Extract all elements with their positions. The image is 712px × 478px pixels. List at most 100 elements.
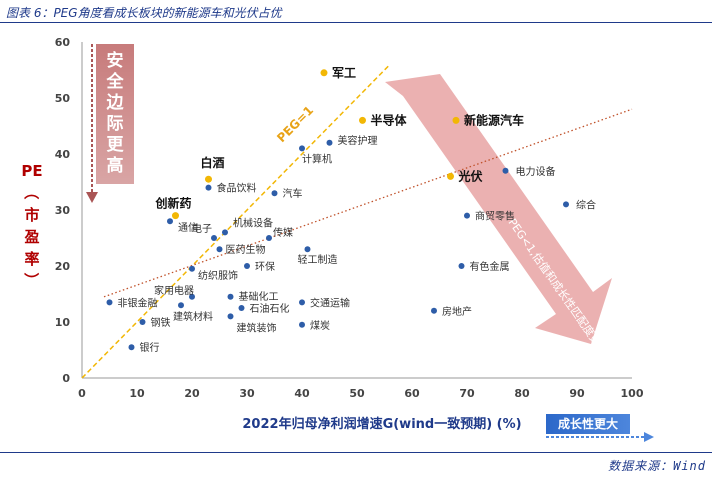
y-tick-label: 10 bbox=[55, 316, 71, 329]
data-point bbox=[299, 145, 305, 152]
data-point bbox=[299, 321, 305, 328]
source-note: 数据来源：Wind bbox=[608, 459, 706, 473]
point-label: 房地产 bbox=[442, 305, 472, 318]
data-point bbox=[211, 235, 217, 241]
x-tick-label: 40 bbox=[294, 387, 310, 400]
highlight-label: 白酒 bbox=[201, 155, 225, 170]
trend-line bbox=[103, 108, 633, 298]
left-note-char: 安 bbox=[107, 50, 124, 71]
scatter-chart: PEG<1,估值和成长性匹配度更高 安全边际更高 0 10 20 30 40 50 60 70… bbox=[21, 36, 654, 442]
highlight-label: 半导体 bbox=[371, 112, 408, 127]
x-tick-label: 100 bbox=[621, 387, 644, 400]
point-label: 煤炭 bbox=[310, 319, 330, 332]
point-label: 轻工制造 bbox=[298, 253, 338, 266]
point-label: 基础化工 bbox=[239, 290, 279, 303]
data-point bbox=[189, 265, 195, 272]
axes: 0 10 20 30 40 50 60 70 80 90 100 0 10 20 30 40 50 60 bbox=[55, 36, 644, 400]
point-label: 交通运输 bbox=[310, 296, 350, 309]
data-point bbox=[238, 305, 245, 311]
growth-note-text: 成长性更大 bbox=[558, 416, 618, 431]
x-tick-label: 70 bbox=[459, 387, 475, 400]
data-point bbox=[563, 201, 569, 208]
point-label: 综合 bbox=[576, 198, 596, 211]
point-label: 医药生物 bbox=[226, 243, 266, 256]
y-tick-label: 20 bbox=[55, 260, 71, 273]
peg1-label: PEG=1 bbox=[274, 103, 316, 145]
left-note-char: 际 bbox=[107, 114, 124, 134]
top-rule bbox=[0, 22, 712, 23]
x-tick-label: 0 bbox=[78, 387, 86, 400]
point-label: 电力设备 bbox=[516, 165, 556, 178]
y-tick-label: 50 bbox=[55, 92, 71, 105]
left-note-char: 边 bbox=[106, 93, 125, 113]
data-point bbox=[299, 299, 305, 306]
data-point bbox=[205, 184, 212, 191]
point-label: 钢铁 bbox=[151, 316, 171, 329]
point-label: 家用电器 bbox=[154, 284, 194, 297]
bottom-rule bbox=[0, 452, 712, 453]
x-axis-title: 2022年归母净利润增速G(wind一致预期) (%) bbox=[242, 416, 521, 432]
x-tick-label: 60 bbox=[404, 387, 420, 400]
point-label: 汽车 bbox=[283, 187, 303, 200]
highlight-label: 军工 bbox=[332, 65, 356, 80]
x-tick-label: 10 bbox=[129, 387, 145, 400]
data-point bbox=[266, 235, 272, 241]
y-axis-title-char: 市 bbox=[24, 206, 39, 224]
y-tick-label: 60 bbox=[55, 36, 71, 49]
point-label: 机械设备 bbox=[233, 216, 273, 229]
peg1-line bbox=[81, 63, 391, 379]
point-label: 商贸零售 bbox=[475, 210, 515, 223]
diagonal-arrow-label: PEG<1,估值和成长性匹配度更高 bbox=[506, 216, 611, 357]
y-axis-title: PE （ 市盈率 ） bbox=[21, 162, 42, 288]
highlight-label: 创新药 bbox=[155, 196, 192, 211]
x-tick-label: 20 bbox=[184, 387, 200, 400]
data-point bbox=[326, 139, 333, 146]
y-tick-label: 0 bbox=[62, 372, 70, 385]
highlight-point bbox=[205, 175, 212, 183]
data-point bbox=[271, 190, 278, 197]
y-tick-label: 30 bbox=[55, 204, 71, 217]
point-label: 计算机 bbox=[302, 152, 332, 165]
left-note-char: 全 bbox=[106, 71, 125, 92]
highlight-point bbox=[359, 116, 366, 124]
growth-note: 成长性更大 bbox=[546, 414, 654, 442]
point-label: 石油石化 bbox=[250, 302, 290, 315]
data-point bbox=[244, 263, 250, 269]
point-label: 有色金属 bbox=[470, 260, 510, 273]
point-label: 通信 bbox=[178, 222, 198, 234]
x-tick-label: 90 bbox=[569, 387, 585, 400]
point-label: 传媒 bbox=[273, 227, 293, 239]
reference-lines bbox=[81, 63, 633, 379]
data-point bbox=[227, 293, 234, 300]
data-point bbox=[431, 307, 437, 314]
point-label: 非银金融 bbox=[118, 296, 158, 309]
data-point bbox=[222, 229, 228, 236]
highlight-point bbox=[452, 116, 460, 124]
y-tick-label: 40 bbox=[55, 148, 71, 161]
data-point bbox=[167, 218, 173, 225]
x-tick-label: 80 bbox=[514, 387, 530, 400]
point-label: 电子 bbox=[192, 222, 212, 235]
data-point bbox=[216, 246, 223, 253]
data-point bbox=[502, 167, 509, 174]
left-note-char: 高 bbox=[107, 155, 124, 176]
highlight-point bbox=[172, 212, 179, 220]
y-axis-title-char: ） bbox=[22, 272, 40, 287]
x-tick-label: 50 bbox=[349, 387, 365, 400]
y-axis-title-char: 盈 bbox=[23, 228, 39, 246]
data-point bbox=[178, 302, 184, 309]
data-point bbox=[128, 344, 135, 351]
point-label: 美容护理 bbox=[338, 134, 378, 147]
highlight-label: 新能源汽车 bbox=[464, 112, 524, 127]
data-point bbox=[464, 212, 470, 219]
left-note-text: 安全边际更高 bbox=[106, 50, 125, 176]
left-note-char: 更 bbox=[107, 135, 125, 155]
y-axis-title-char: （ bbox=[22, 184, 40, 199]
data-point bbox=[304, 246, 311, 253]
data-point bbox=[227, 313, 234, 320]
y-axis-title-char: 率 bbox=[24, 250, 39, 268]
y-axis-title-pe: PE bbox=[21, 162, 42, 180]
highlight-point bbox=[447, 172, 454, 180]
point-label: 环保 bbox=[255, 260, 275, 273]
